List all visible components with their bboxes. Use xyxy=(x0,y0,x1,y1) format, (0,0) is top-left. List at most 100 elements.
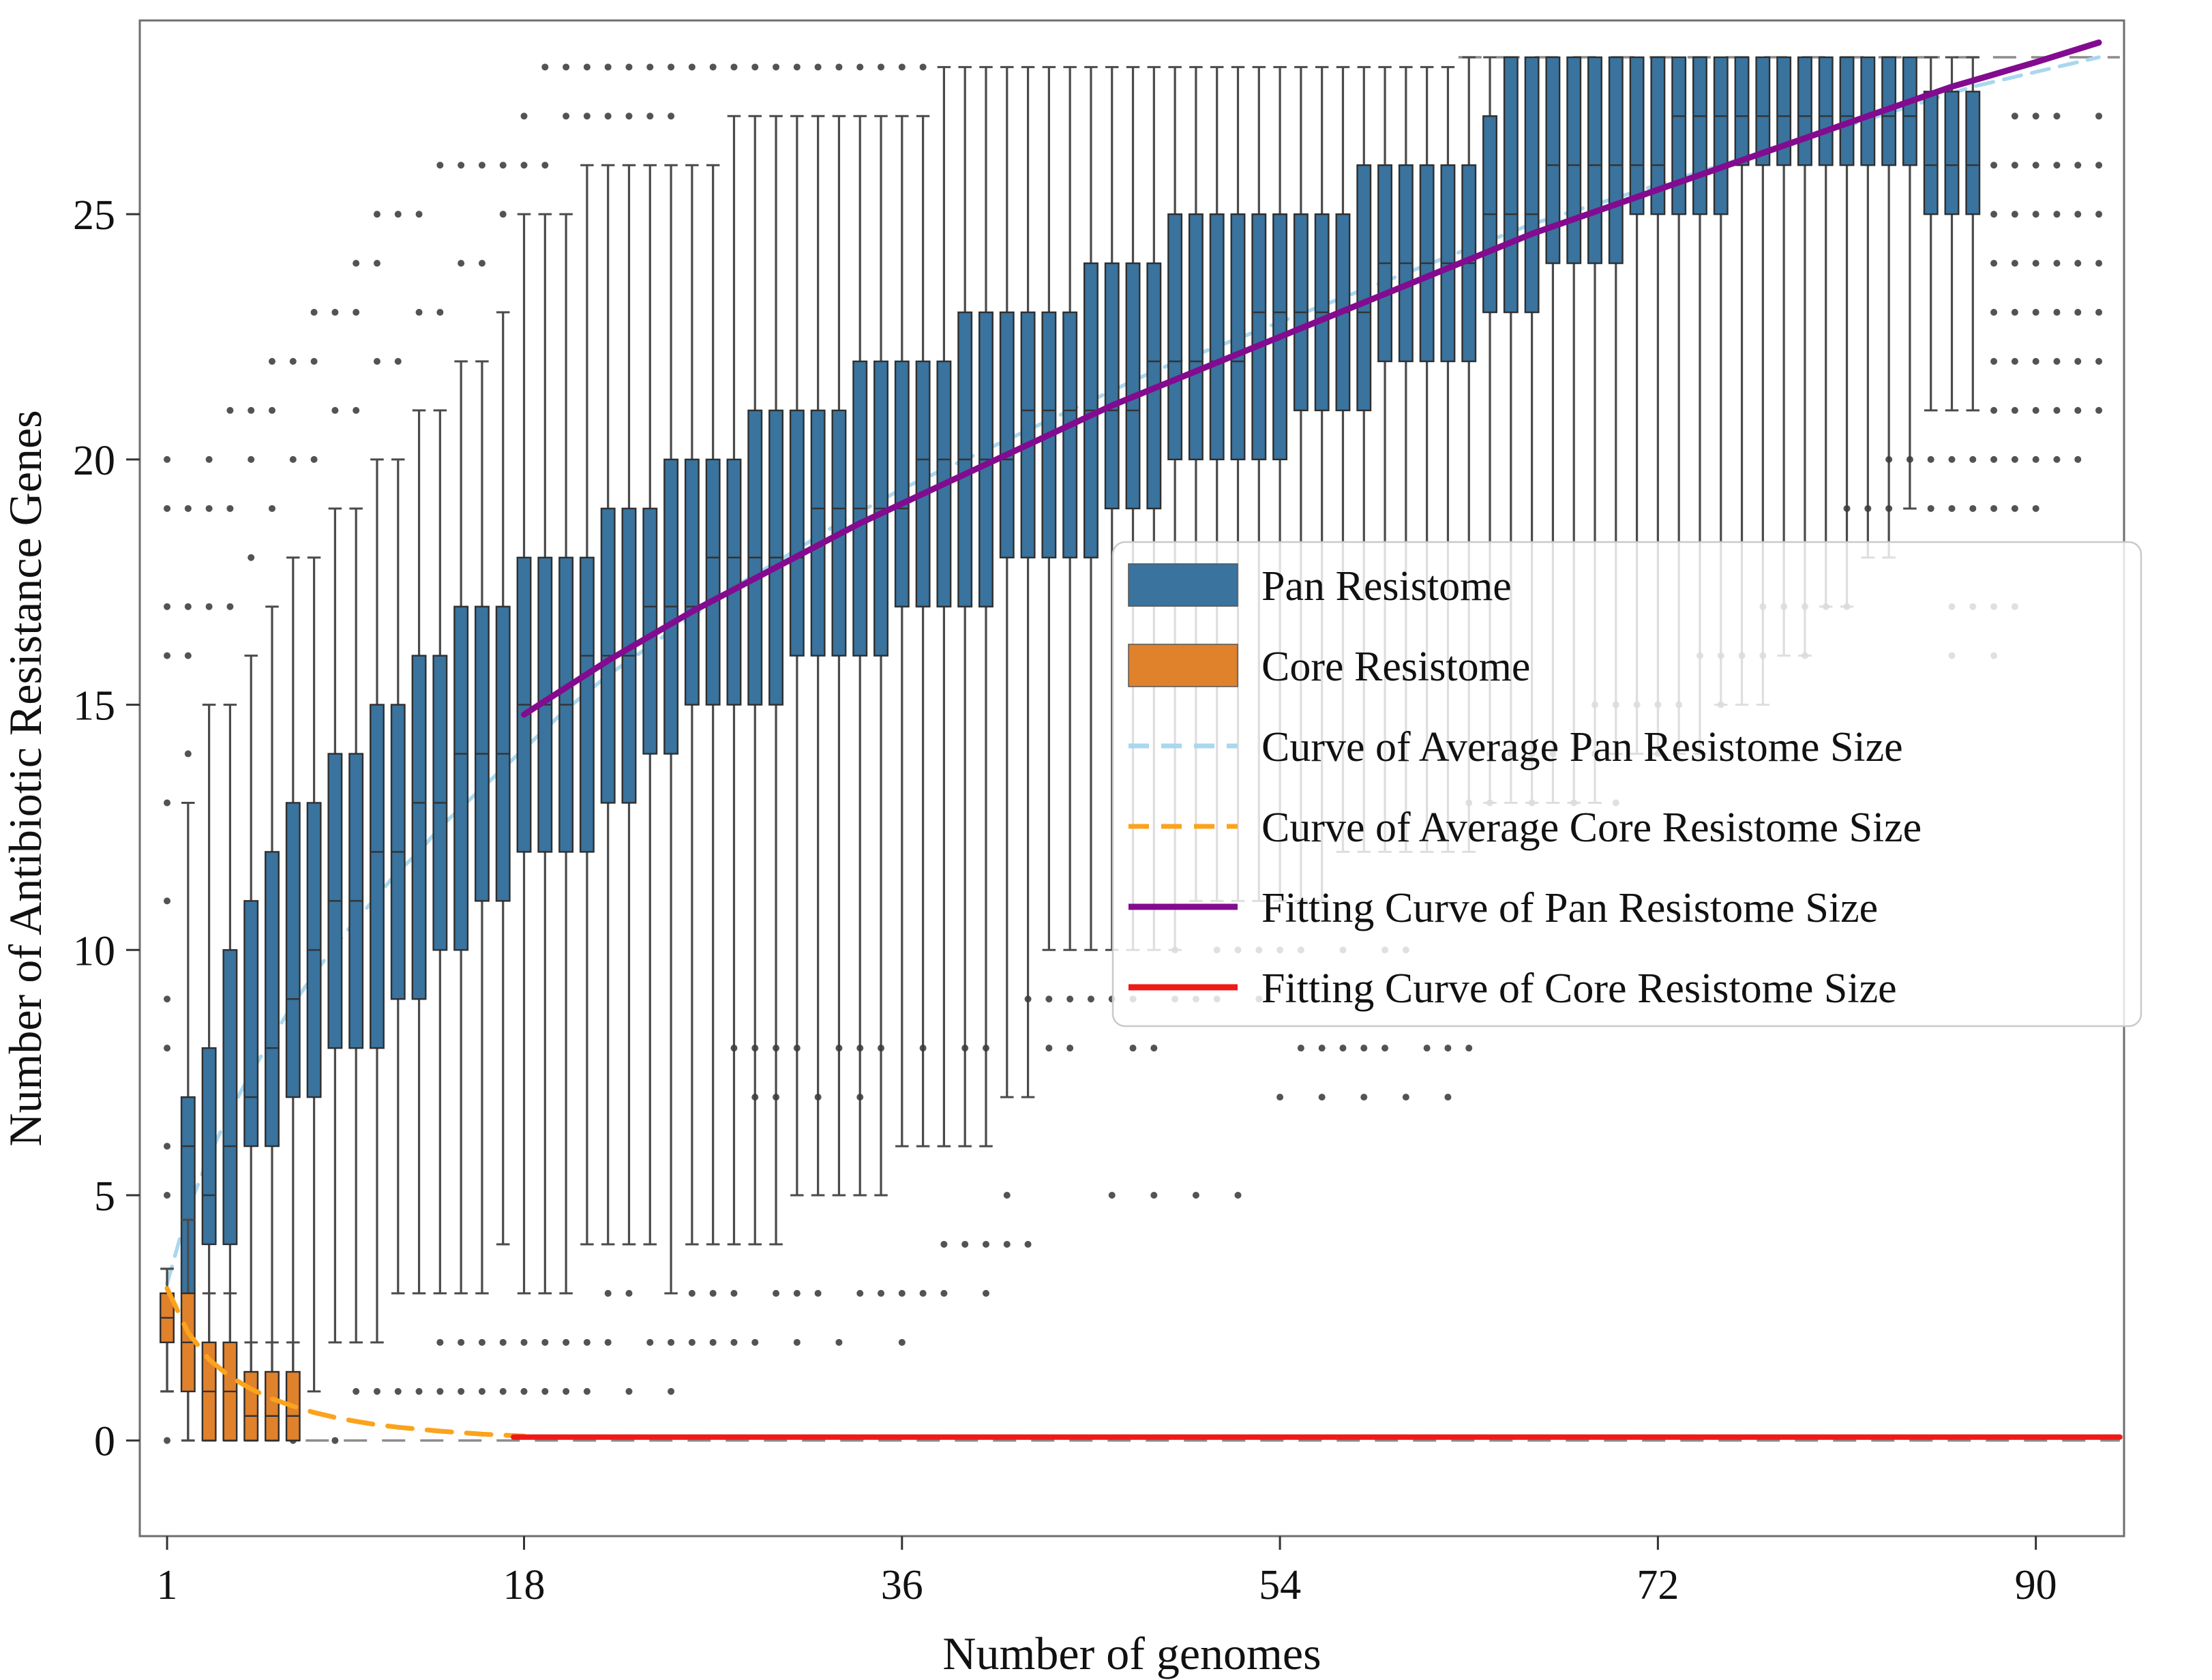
pan-outlier-dot xyxy=(458,1338,465,1346)
pan-outlier-dot xyxy=(814,1094,822,1101)
pan-outlier-dot xyxy=(289,455,297,463)
pan-outlier-dot xyxy=(2032,505,2039,512)
legend-swatch-core-box xyxy=(1128,644,1238,687)
pan-outlier-dot xyxy=(2032,112,2039,120)
legend-label: Fitting Curve of Core Resistome Size xyxy=(1261,965,1897,1012)
pan-outlier-dot xyxy=(1990,455,1998,463)
pan-box xyxy=(810,409,826,657)
pan-outlier-dot xyxy=(1381,1045,1389,1052)
pan-outlier-dot xyxy=(625,1289,633,1297)
pan-outlier-dot xyxy=(898,63,906,71)
pan-outlier-dot xyxy=(2053,455,2061,463)
pan-outlier-dot xyxy=(1360,1094,1368,1101)
pan-box xyxy=(1608,56,1624,265)
pan-outlier-dot xyxy=(164,652,171,659)
pan-outlier-dot xyxy=(205,603,213,610)
pan-box xyxy=(1650,56,1666,215)
pan-box xyxy=(1797,56,1812,166)
pan-outlier-dot xyxy=(499,211,507,218)
legend-label: Fitting Curve of Pan Resistome Size xyxy=(1261,885,1878,931)
legend-label: Curve of Average Pan Resistome Size xyxy=(1261,724,1903,770)
x-tick-label: 72 xyxy=(1636,1562,1679,1608)
pan-outlier-dot xyxy=(1066,1045,1074,1052)
pan-outlier-dot xyxy=(2011,260,2018,267)
pan-outlier-dot xyxy=(1129,1045,1137,1052)
x-tick-label: 18 xyxy=(503,1562,545,1608)
pan-box xyxy=(411,655,427,1000)
pan-outlier-dot xyxy=(1969,505,1977,512)
pan-outlier-dot xyxy=(1024,995,1032,1003)
pan-outlier-dot xyxy=(353,406,360,414)
pan-outlier-dot xyxy=(478,162,485,169)
pan-outlier-dot xyxy=(793,1289,801,1297)
pan-outlier-dot xyxy=(541,162,549,169)
pan-outlier-dot xyxy=(2032,162,2039,169)
pan-outlier-dot xyxy=(1990,357,1998,365)
pan-outlier-dot xyxy=(1843,505,1851,512)
pan-outlier-dot xyxy=(164,1437,171,1444)
pan-outlier-dot xyxy=(2095,211,2103,218)
pan-outlier-dot xyxy=(164,799,171,807)
pan-outlier-dot xyxy=(373,211,380,218)
pan-outlier-dot xyxy=(1990,505,1998,512)
pan-outlier-dot xyxy=(982,1289,989,1297)
pan-outlier-dot xyxy=(2011,112,2018,120)
pan-outlier-dot xyxy=(1402,1094,1409,1101)
pan-outlier-dot xyxy=(709,1338,717,1346)
pan-outlier-dot xyxy=(1150,1192,1158,1199)
pan-box xyxy=(1167,213,1183,461)
pan-outlier-dot xyxy=(878,63,885,71)
pan-outlier-dot xyxy=(563,1388,570,1395)
pan-outlier-dot xyxy=(2095,260,2103,267)
pan-outlier-dot xyxy=(604,112,612,120)
pan-outlier-dot xyxy=(499,1388,507,1395)
pan-outlier-dot xyxy=(835,1045,843,1052)
pan-outlier-dot xyxy=(436,1338,444,1346)
pan-box xyxy=(726,458,742,706)
pan-box xyxy=(1692,56,1707,215)
pan-outlier-dot xyxy=(1948,455,1956,463)
pan-outlier-dot xyxy=(835,63,843,71)
pan-outlier-dot xyxy=(1969,455,1977,463)
pan-outlier-dot xyxy=(394,357,402,365)
pan-outlier-dot xyxy=(1423,1045,1431,1052)
pan-outlier-dot xyxy=(583,63,591,71)
y-tick-label: 15 xyxy=(73,683,115,730)
pan-box xyxy=(1545,56,1561,265)
pan-outlier-dot xyxy=(205,505,213,512)
pan-outlier-dot xyxy=(856,63,864,71)
pan-box xyxy=(1923,91,1939,215)
pan-box xyxy=(1503,56,1519,314)
pan-box xyxy=(1251,213,1267,461)
pan-outlier-dot xyxy=(1108,1192,1116,1199)
pan-box xyxy=(1125,262,1141,510)
pan-outlier-dot xyxy=(164,897,171,905)
pan-outlier-dot xyxy=(520,162,528,169)
pan-box xyxy=(1587,56,1602,265)
pan-outlier-dot xyxy=(415,309,423,316)
pan-outlier-dot xyxy=(793,63,801,71)
pan-outlier-dot xyxy=(353,260,360,267)
pan-outlier-dot xyxy=(2053,211,2061,218)
pan-outlier-dot xyxy=(415,211,423,218)
pan-outlier-dot xyxy=(2032,406,2039,414)
pan-outlier-dot xyxy=(184,505,192,512)
pan-box xyxy=(370,704,385,1049)
pan-box xyxy=(285,802,301,1098)
pan-outlier-dot xyxy=(625,112,633,120)
pan-outlier-dot xyxy=(814,63,822,71)
pan-box xyxy=(915,360,931,608)
pan-outlier-dot xyxy=(730,1338,738,1346)
pan-outlier-dot xyxy=(478,1338,485,1346)
pan-outlier-dot xyxy=(269,505,275,512)
core-box xyxy=(243,1370,259,1441)
pan-outlier-dot xyxy=(646,112,654,120)
x-axis-label: Number of genomes xyxy=(942,1627,1321,1679)
pan-outlier-dot xyxy=(226,406,234,414)
pan-outlier-dot xyxy=(709,1289,717,1297)
pan-box xyxy=(1776,56,1792,166)
pan-outlier-dot xyxy=(436,1388,444,1395)
pan-outlier-dot xyxy=(982,1045,989,1052)
pan-outlier-dot xyxy=(2011,455,2018,463)
pan-outlier-dot xyxy=(310,455,318,463)
